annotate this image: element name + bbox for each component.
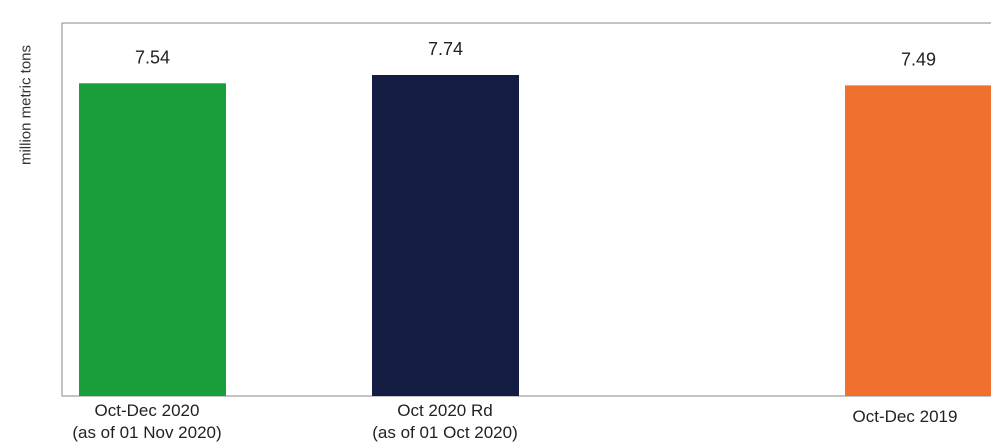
category-label-1-line-2: (as of 01 Nov 2020) bbox=[72, 423, 221, 442]
category-label-2-line-2: (as of 01 Oct 2020) bbox=[372, 423, 518, 442]
category-label-2-line-1: Oct 2020 Rd bbox=[397, 401, 492, 420]
data-label-3: 7.49 bbox=[901, 49, 936, 69]
bar-1 bbox=[79, 83, 226, 397]
data-label-1: 7.54 bbox=[135, 47, 170, 67]
bar-3 bbox=[845, 85, 991, 396]
bar-2 bbox=[372, 75, 519, 396]
data-label-2: 7.74 bbox=[428, 39, 463, 59]
category-label-3-line-1: Oct-Dec 2019 bbox=[853, 407, 958, 426]
category-label-1-line-1: Oct-Dec 2020 bbox=[95, 401, 200, 420]
